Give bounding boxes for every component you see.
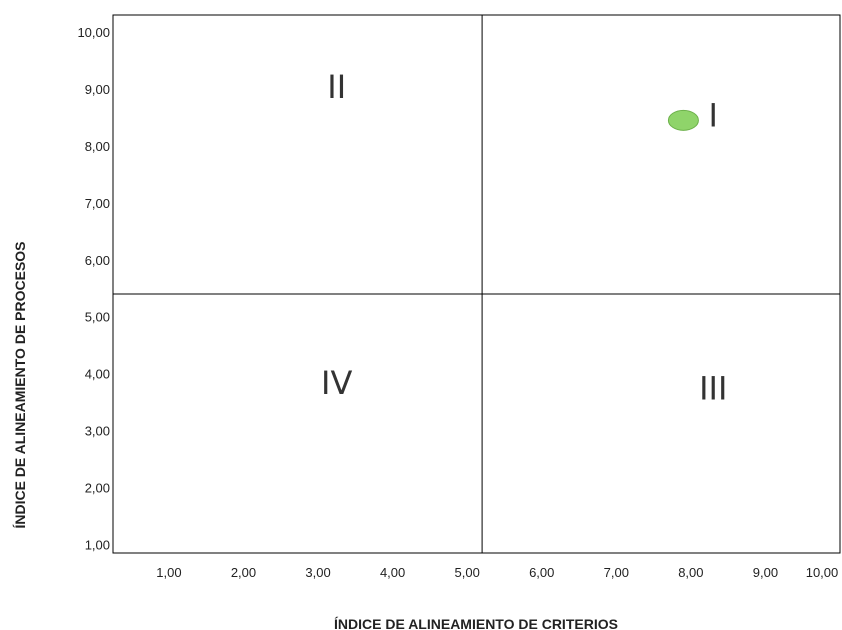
x-tick-label: 2,00 <box>231 565 256 580</box>
x-tick-label: 4,00 <box>380 565 405 580</box>
x-tick-label: 10,00 <box>806 565 839 580</box>
quadrant-label: III <box>699 370 727 408</box>
y-tick-label: 4,00 <box>85 367 110 382</box>
y-tick-label: 6,00 <box>85 253 110 268</box>
data-points <box>667 109 699 131</box>
y-axis-title: ÍNDICE DE ALINEAMIENTO DE PROCESOS <box>12 241 28 528</box>
quadrant-label: IV <box>321 364 352 402</box>
x-tick-label: 8,00 <box>678 565 703 580</box>
y-tick-label: 2,00 <box>85 481 110 496</box>
x-axis-title: ÍNDICE DE ALINEAMIENTO DE CRITERIOS <box>334 616 618 630</box>
x-tick-label: 3,00 <box>305 565 330 580</box>
y-tick-label: 7,00 <box>85 196 110 211</box>
quadrant-label: II <box>327 68 346 106</box>
y-tick-label: 10,00 <box>77 25 110 40</box>
y-axis-ticks: 1,00 2,00 3,00 4,00 5,00 6,00 7,00 8,00 9,00 10,0… <box>77 25 110 552</box>
y-tick-label: 5,00 <box>85 310 110 325</box>
y-tick-label: 8,00 <box>85 139 110 154</box>
y-tick-label: 1,00 <box>85 537 110 552</box>
x-tick-label: 6,00 <box>529 565 554 580</box>
data-point <box>667 109 699 131</box>
plot-area <box>112 14 841 554</box>
x-tick-label: 9,00 <box>753 565 778 580</box>
x-tick-label: 1,00 <box>156 565 181 580</box>
quadrant-label: I <box>709 96 718 134</box>
x-tick-label: 5,00 <box>455 565 480 580</box>
y-tick-label: 9,00 <box>85 82 110 97</box>
x-axis-ticks: 1,00 2,00 3,00 4,00 5,00 6,00 7,00 8,00 9,00 10,0… <box>156 565 838 580</box>
x-tick-label: 7,00 <box>604 565 629 580</box>
y-tick-label: 3,00 <box>85 424 110 439</box>
quadrant-divider-lines <box>113 15 840 553</box>
